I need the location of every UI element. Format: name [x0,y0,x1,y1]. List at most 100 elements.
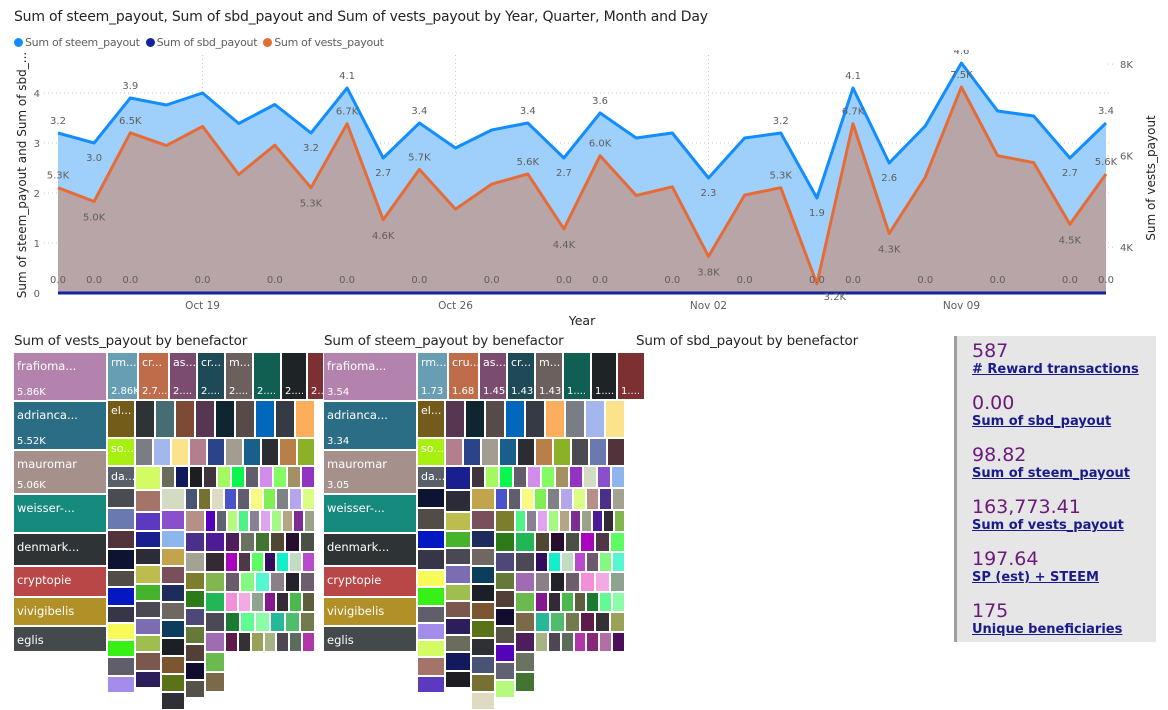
treemap-tile[interactable] [445,400,465,438]
treemap-tile[interactable] [302,592,315,612]
treemap-tile[interactable]: mauromar 5.06K [13,450,107,494]
treemap-tile[interactable] [515,632,535,652]
treemap-tile[interactable] [548,510,559,532]
treemap-tile[interactable] [276,488,289,510]
treemap-tile[interactable]: rm... 1.73 [417,352,448,400]
treemap-tile[interactable] [569,466,583,488]
treemap-tile[interactable] [599,552,613,572]
treemap-tile[interactable]: weisser-... [323,494,417,533]
treemap-tile[interactable] [471,638,495,656]
treemap-tile[interactable] [612,552,625,572]
legend-item-sbd[interactable]: Sum of sbd_payout [145,36,258,49]
treemap-tile[interactable] [417,530,445,549]
treemap-tile[interactable] [573,552,587,572]
treemap-tile[interactable] [211,488,224,510]
treemap-tile[interactable] [185,608,205,626]
treemap-tile[interactable]: rm... 2.86K [107,352,138,400]
steem-treemap[interactable]: frafioma... 3.54 adrianca... 3.34 mauromar 3.… [323,352,645,710]
treemap-tile[interactable] [417,488,445,508]
treemap-tile[interactable] [527,466,541,488]
treemap-tile[interactable] [189,466,203,488]
treemap-tile[interactable] [107,587,135,606]
treemap-tile[interactable] [508,488,521,510]
treemap-tile[interactable] [417,657,445,676]
treemap-tile[interactable] [535,632,548,652]
treemap-tile[interactable] [417,570,445,587]
treemap-tile[interactable] [595,572,610,592]
treemap-tile[interactable] [515,510,526,532]
treemap-tile[interactable] [555,466,569,488]
treemap-tile[interactable] [417,508,445,530]
treemap-tile[interactable] [289,632,303,652]
treemap-tile[interactable] [597,466,611,488]
treemap-tile[interactable] [525,400,545,438]
treemap-tile[interactable] [580,612,595,632]
treemap-tile[interactable] [161,638,185,656]
treemap-tile[interactable] [586,488,599,510]
treemap-tile[interactable] [175,466,189,488]
treemap-tile[interactable] [445,565,471,584]
treemap-tile[interactable] [612,592,625,612]
treemap-tile[interactable] [250,632,264,652]
treemap-tile[interactable]: eglis [13,626,107,652]
treemap-tile[interactable] [185,680,205,698]
treemap-tile[interactable] [301,466,315,488]
treemap-tile[interactable] [245,466,259,488]
treemap-tile[interactable]: eglis [323,626,417,652]
treemap-tile[interactable] [255,400,275,438]
treemap-tile[interactable] [505,400,525,438]
treemap-tile[interactable] [559,510,570,532]
treemap-tile[interactable] [225,632,238,652]
treemap-tile[interactable] [534,488,547,510]
treemap-tile[interactable]: 2.... [281,352,307,400]
treemap-tile[interactable] [471,692,495,710]
treemap-tile[interactable] [161,692,185,710]
treemap-tile[interactable] [225,612,240,632]
treemap-tile[interactable] [515,552,535,572]
treemap-tile[interactable] [161,584,185,602]
treemap-tile[interactable] [553,438,571,466]
treemap-tile[interactable] [225,532,240,552]
legend-item-vests[interactable]: Sum of vests_payout [263,36,384,49]
treemap-tile[interactable] [499,438,517,466]
treemap-tile[interactable] [135,512,161,531]
treemap-tile[interactable]: so... [417,438,445,466]
treemap-tile[interactable] [107,530,135,549]
treemap-tile[interactable]: el... [417,400,445,438]
treemap-tile[interactable] [550,532,565,552]
treemap-tile[interactable] [537,510,548,532]
treemap-tile[interactable] [107,549,135,570]
treemap-tile[interactable] [417,549,445,570]
treemap-tile[interactable]: m... 1.43 [535,352,563,400]
treemap-tile[interactable] [495,532,515,552]
treemap-tile[interactable] [471,548,495,566]
treemap-tile[interactable] [285,612,300,632]
kpi-label-link[interactable]: SP (est) + STEEM [972,570,1099,585]
treemap-tile[interactable] [135,584,161,601]
treemap-tile[interactable] [135,601,161,618]
treemap-tile[interactable] [535,612,550,632]
treemap-tile[interactable] [517,438,535,466]
treemap-tile[interactable] [235,400,255,438]
treemap-tile[interactable] [240,532,255,552]
treemap-tile[interactable] [573,488,586,510]
treemap-tile[interactable] [471,656,495,674]
treemap-tile[interactable] [155,400,175,438]
treemap-tile[interactable] [215,400,235,438]
treemap-tile[interactable] [304,510,315,532]
treemap-tile[interactable] [205,552,225,572]
treemap-tile[interactable] [445,548,471,565]
treemap-tile[interactable] [203,466,217,488]
treemap-tile[interactable]: adrianca... 3.34 [323,401,417,450]
treemap-tile[interactable] [471,488,495,510]
treemap-tile[interactable] [185,510,205,532]
treemap-tile[interactable] [547,632,561,652]
treemap-tile[interactable] [289,488,302,510]
treemap-tile[interactable] [249,510,260,532]
treemap-tile[interactable] [535,572,550,592]
treemap-tile[interactable] [276,552,290,572]
treemap-tile[interactable] [560,488,573,510]
treemap-tile[interactable] [240,612,255,632]
treemap-tile[interactable] [535,438,553,466]
treemap-tile[interactable]: da... [107,466,135,488]
